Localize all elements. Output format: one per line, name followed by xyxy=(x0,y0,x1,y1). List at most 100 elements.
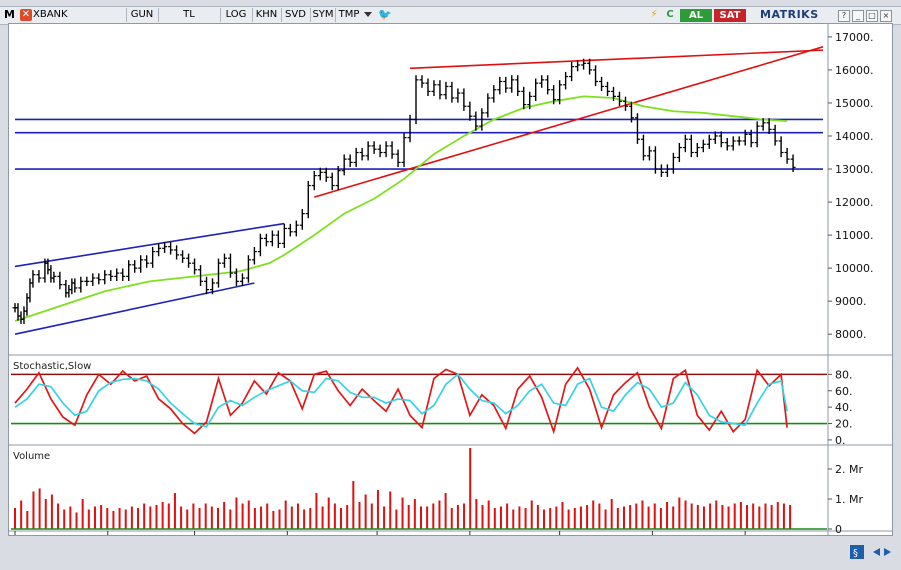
volume-bar[interactable] xyxy=(463,503,466,530)
volume-bar[interactable] xyxy=(530,500,533,530)
channel-upper-blue-line[interactable] xyxy=(14,222,285,268)
volume-bar[interactable] xyxy=(475,499,478,529)
volume-bar[interactable] xyxy=(647,506,650,530)
volume-bar[interactable] xyxy=(579,506,582,530)
volume-bar[interactable] xyxy=(709,503,712,530)
volume-bar[interactable] xyxy=(586,505,589,529)
volume-bar[interactable] xyxy=(641,500,644,530)
volume-bar[interactable] xyxy=(493,508,496,529)
volume-bar[interactable] xyxy=(50,494,53,530)
volume-bar[interactable] xyxy=(573,508,576,529)
lightning-icon[interactable]: ⚡ xyxy=(650,9,658,20)
stochastic-k-line[interactable] xyxy=(14,366,788,435)
volume-bar[interactable] xyxy=(746,505,749,529)
volume-bar[interactable] xyxy=(696,505,699,529)
volume-bar[interactable] xyxy=(432,503,435,530)
sell-button[interactable]: SAT xyxy=(714,9,746,22)
volume-bar[interactable] xyxy=(407,505,410,529)
volume-bar[interactable] xyxy=(333,503,336,530)
volume-bar[interactable] xyxy=(81,499,84,529)
volume-bar[interactable] xyxy=(235,497,238,530)
volume-bar[interactable] xyxy=(469,448,472,529)
volume-bar[interactable] xyxy=(173,493,176,529)
scroll-left-icon[interactable] xyxy=(873,548,880,556)
channel-lower-blue-line[interactable] xyxy=(14,282,255,335)
volume-bar[interactable] xyxy=(376,490,379,529)
volume-bar[interactable] xyxy=(506,503,509,530)
khn-button[interactable]: KHN xyxy=(252,8,280,22)
volume-bar[interactable] xyxy=(549,508,552,529)
volume-bar[interactable] xyxy=(776,502,779,529)
volume-bar[interactable] xyxy=(444,493,447,529)
volume-bar[interactable] xyxy=(629,505,632,529)
volume-bar[interactable] xyxy=(524,508,527,529)
volume-bar[interactable] xyxy=(758,506,761,530)
volume-bar[interactable] xyxy=(383,506,386,530)
volume-bar[interactable] xyxy=(733,503,736,530)
volume-bar[interactable] xyxy=(456,505,459,529)
volume-bar[interactable] xyxy=(155,505,158,529)
volume-bar[interactable] xyxy=(14,508,16,529)
volume-bar[interactable] xyxy=(57,503,60,530)
volume-bar[interactable] xyxy=(610,499,613,529)
volume-bar[interactable] xyxy=(278,509,281,530)
volume-bar[interactable] xyxy=(32,491,35,530)
volume-bar[interactable] xyxy=(715,500,718,530)
volume-bar[interactable] xyxy=(616,508,619,529)
volume-bar[interactable] xyxy=(137,508,140,529)
volume-bar[interactable] xyxy=(721,505,724,529)
volume-bar[interactable] xyxy=(561,502,564,529)
volume-bar[interactable] xyxy=(229,509,232,530)
volume-bar[interactable] xyxy=(296,503,299,530)
volume-bar[interactable] xyxy=(536,505,539,529)
chart-svg[interactable]: 17000. 16000. 15000. 14000. 13000. 12000. 1100… xyxy=(9,24,892,546)
volume-bar[interactable] xyxy=(327,497,330,530)
volume-bar[interactable] xyxy=(186,509,189,530)
tmp-button[interactable]: TMP xyxy=(335,8,362,22)
settings-icon[interactable] xyxy=(850,545,864,559)
volume-bar[interactable] xyxy=(666,502,669,529)
volume-bar[interactable] xyxy=(216,508,219,529)
symbol-label[interactable]: XBANK xyxy=(33,9,68,20)
volume-bar[interactable] xyxy=(93,506,96,530)
volume-bar[interactable] xyxy=(241,503,244,530)
refresh-c-icon[interactable]: C xyxy=(666,9,674,20)
volume-bar[interactable] xyxy=(290,506,293,530)
volume-bar[interactable] xyxy=(167,503,170,530)
volume-bar[interactable] xyxy=(499,506,502,530)
volume-bar[interactable] xyxy=(75,512,78,530)
volume-bar[interactable] xyxy=(100,505,103,529)
volume-bar[interactable] xyxy=(260,506,263,530)
volume-bar[interactable] xyxy=(309,508,312,529)
volume-bar[interactable] xyxy=(87,509,90,530)
volume-bar[interactable] xyxy=(364,494,367,530)
volume-bar[interactable] xyxy=(450,508,453,529)
volume-bar[interactable] xyxy=(20,500,23,530)
volume-bar[interactable] xyxy=(358,502,361,529)
volume-bar[interactable] xyxy=(69,506,72,530)
volume-bar[interactable] xyxy=(672,506,675,530)
trend-lower-red-line[interactable] xyxy=(314,46,824,198)
volume-bar[interactable] xyxy=(346,505,349,529)
volume-bar[interactable] xyxy=(44,499,47,529)
volume-bar[interactable] xyxy=(38,488,41,530)
svd-button[interactable]: SVD xyxy=(281,8,309,22)
trend-upper-red-line[interactable] xyxy=(409,49,824,70)
volume-bar[interactable] xyxy=(438,500,441,530)
volume-bar[interactable] xyxy=(247,500,250,530)
volume-bar[interactable] xyxy=(370,503,373,530)
volume-bar[interactable] xyxy=(604,509,607,530)
volume-bar[interactable] xyxy=(752,503,755,530)
maximize-icon[interactable]: □ xyxy=(866,10,878,22)
volume-bar[interactable] xyxy=(727,506,730,530)
volume-bar[interactable] xyxy=(782,503,785,530)
volume-bar[interactable] xyxy=(26,511,29,529)
volume-bar[interactable] xyxy=(690,503,693,530)
twitter-icon[interactable]: 🐦 xyxy=(378,8,392,21)
close-window-icon[interactable]: × xyxy=(880,10,892,22)
volume-bar[interactable] xyxy=(321,506,324,530)
volume-bar[interactable] xyxy=(739,502,742,529)
volume-bar[interactable] xyxy=(272,511,275,529)
volume-bar[interactable] xyxy=(149,506,152,530)
volume-bar[interactable] xyxy=(106,508,109,529)
